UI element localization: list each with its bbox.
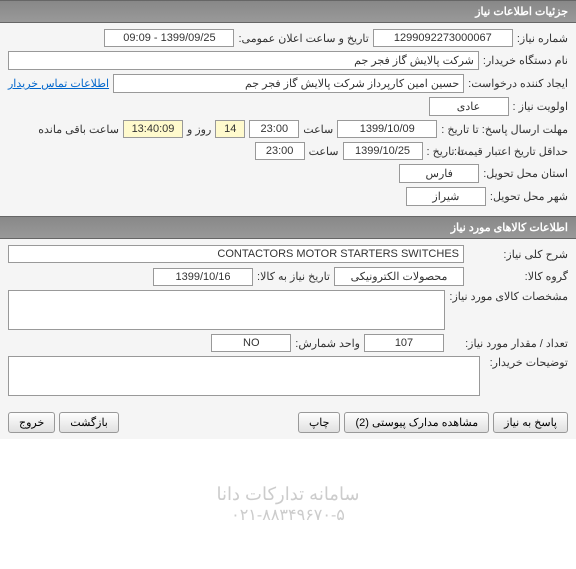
watermark-area: سامانه تدارکات دانا ۰۲۱-۸۸۳۴۹۶۷۰-۵ <box>0 439 576 569</box>
creator-label: ایجاد کننده درخواست: <box>468 77 568 90</box>
min-credit-date-field: 1399/10/25 <box>343 142 423 160</box>
qty-field: 107 <box>364 334 444 352</box>
province-field: فارس <box>399 164 479 183</box>
buyer-field: شرکت پالایش گاز فجر جم <box>8 51 479 70</box>
buyer-notes-field <box>8 356 480 396</box>
info-section-header: جزئیات اطلاعات نیاز <box>0 0 576 23</box>
goods-content: شرح کلی نیاز: CONTACTORS MOTOR STARTERS … <box>0 239 576 406</box>
min-credit-time-field: 23:00 <box>255 142 305 160</box>
remaining-label: ساعت باقی مانده <box>38 123 119 136</box>
deadline-label: مهلت ارسال پاسخ: تا تاریخ : <box>441 123 568 136</box>
desc-field: CONTACTORS MOTOR STARTERS SWITCHES <box>8 245 464 263</box>
min-credit-to-label: تا تاریخ : <box>427 145 464 158</box>
back-button-label: بازگشت <box>70 416 108 429</box>
province-label: استان محل تحویل: <box>483 167 568 180</box>
min-credit-label: حداقل تاریخ اعتبار قیمت: <box>468 145 568 158</box>
desc-label: شرح کلی نیاز: <box>468 248 568 261</box>
info-content: شماره نیاز: 1299092273000067 تاریخ و ساع… <box>0 23 576 216</box>
need-number-label: شماره نیاز: <box>517 32 568 45</box>
buyer-label: نام دستگاه خریدار: <box>483 54 568 67</box>
button-bar: پاسخ به نیاز مشاهده مدارک پیوستی (2) چاپ… <box>0 406 576 439</box>
deadline-time-label: ساعت <box>303 123 333 136</box>
watermark-text: سامانه تدارکات دانا <box>217 484 360 505</box>
exit-button[interactable]: خروج <box>8 412 55 433</box>
reply-button[interactable]: پاسخ به نیاز <box>493 412 568 433</box>
print-button-label: چاپ <box>309 416 330 429</box>
announce-label: تاریخ و ساعت اعلان عمومی: <box>238 32 368 45</box>
spec-label: مشخصات کالای مورد نیاز: <box>449 290 568 303</box>
reply-button-label: پاسخ به نیاز <box>504 416 557 429</box>
days-label: روز و <box>187 123 211 136</box>
need-number-field: 1299092273000067 <box>373 29 513 47</box>
qty-label: تعداد / مقدار مورد نیاز: <box>448 337 568 350</box>
back-button[interactable]: بازگشت <box>59 412 119 433</box>
exit-button-label: خروج <box>19 416 44 429</box>
goods-section-header: اطلاعات کالاهای مورد نیاز <box>0 216 576 239</box>
print-button[interactable]: چاپ <box>298 412 341 433</box>
need-date-field: 1399/10/16 <box>153 268 253 286</box>
priority-label: اولویت نیاز : <box>513 100 568 113</box>
contact-link[interactable]: اطلاعات تماس خریدار <box>8 77 109 90</box>
buyer-notes-label: توضیحات خریدار: <box>484 356 568 369</box>
attachments-button[interactable]: مشاهده مدارک پیوستی (2) <box>344 412 489 433</box>
time-remaining-field: 13:40:09 <box>123 120 183 138</box>
city-label: شهر محل تحویل: <box>490 190 568 203</box>
need-date-label: تاریخ نیاز به کالا: <box>257 270 330 283</box>
deadline-date-field: 1399/10/09 <box>337 120 437 138</box>
unit-label: واحد شمارش: <box>295 337 360 350</box>
spec-field <box>8 290 445 330</box>
watermark-phone: ۰۲۱-۸۸۳۴۹۶۷۰-۵ <box>231 505 345 525</box>
deadline-time-field: 23:00 <box>249 120 299 138</box>
min-credit-time-label: ساعت <box>309 145 339 158</box>
city-field: شیراز <box>406 187 486 206</box>
attachments-button-label: مشاهده مدارک پیوستی (2) <box>355 416 478 429</box>
group-field: محصولات الکترونیکی <box>334 267 464 286</box>
creator-field: حسین امین کارپرداز شرکت پالایش گاز فجر ج… <box>113 74 464 93</box>
announce-field: 1399/09/25 - 09:09 <box>104 29 234 47</box>
priority-field: عادی <box>429 97 509 116</box>
days-remaining-field: 14 <box>215 120 245 138</box>
unit-field: NO <box>211 334 291 352</box>
group-label: گروه کالا: <box>468 270 568 283</box>
